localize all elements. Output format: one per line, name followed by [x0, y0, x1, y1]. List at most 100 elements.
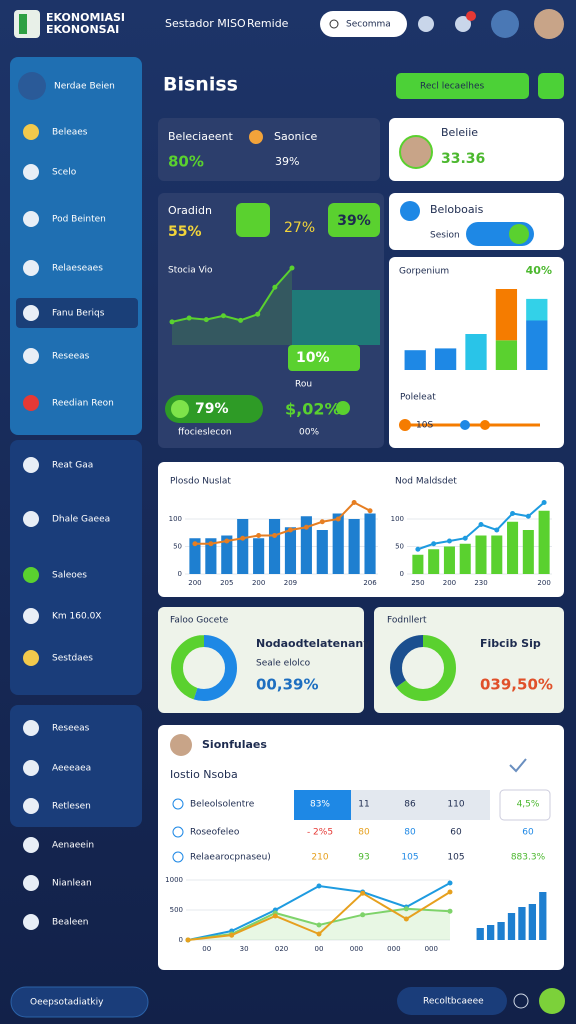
note: Rou: [295, 380, 312, 390]
sidebar-item[interactable]: Aenaeein: [52, 841, 94, 851]
nav-link[interactable]: Remide: [247, 17, 289, 30]
sidebar-item[interactable]: Scelo: [52, 168, 77, 178]
row-icon: [172, 851, 184, 863]
sidebar-item[interactable]: Km 160.0X: [52, 612, 101, 622]
bar: [495, 340, 518, 370]
row-label: Roseofeleo: [190, 828, 240, 838]
bar: [526, 298, 548, 321]
point: [447, 889, 453, 895]
footer-label: Oeepsotadiatkiy: [30, 998, 104, 1008]
action-button[interactable]: [539, 988, 565, 1014]
sidebar-item[interactable]: Beleaes: [52, 128, 88, 138]
button-label: Recl lecaelhes: [420, 82, 484, 92]
bar: [539, 892, 547, 940]
sidebar-icon: [23, 798, 39, 814]
bar: [404, 350, 426, 370]
point: [525, 513, 531, 519]
area: [188, 908, 450, 940]
x-tick-label: 000: [350, 945, 363, 953]
slider-knob[interactable]: [399, 419, 411, 431]
sidebar-profile[interactable]: Nerdae Beien: [54, 82, 115, 92]
x-tick-label: 020: [275, 945, 288, 953]
cell: 93: [358, 853, 369, 863]
footer-label: ffocieslecon: [178, 428, 232, 438]
settings-icon[interactable]: [455, 16, 471, 32]
sidebar-item[interactable]: Relaeseaes: [52, 264, 103, 274]
point: [447, 908, 453, 914]
area-block: [292, 290, 380, 345]
icon-button[interactable]: [538, 73, 564, 99]
sidebar-item[interactable]: Pod Beinten: [52, 215, 106, 225]
sidebar-item[interactable]: Aeeeaea: [52, 764, 91, 774]
sidebar-item[interactable]: Dhale Gaeea: [52, 515, 110, 525]
sidebar-active: [16, 298, 138, 328]
sidebar-item[interactable]: Fanu Beriqs: [52, 309, 105, 319]
bar: [428, 549, 440, 574]
cell: 80: [358, 828, 370, 838]
bar: [491, 535, 503, 574]
x-tick-label: 200: [188, 579, 201, 587]
sidebar-icon: [23, 305, 39, 321]
card-sub: Seale elolco: [256, 659, 311, 669]
bar: [237, 519, 249, 574]
cell: 60: [522, 828, 534, 838]
bar: [412, 554, 424, 574]
bar: [507, 521, 519, 574]
point: [208, 541, 214, 547]
card: [158, 607, 364, 713]
sidebar-item[interactable]: Sestdaes: [52, 654, 93, 664]
search-placeholder: Secomma: [346, 20, 391, 30]
sidebar-item[interactable]: Saleoes: [52, 571, 87, 581]
search-box[interactable]: [320, 11, 407, 37]
bar: [253, 538, 265, 574]
card-value: 40%: [526, 264, 552, 277]
user-icon[interactable]: [418, 16, 434, 32]
toggle-knob: [509, 224, 529, 244]
slider-dot: [480, 420, 490, 430]
total-value: $,02%: [285, 400, 341, 419]
card: [158, 118, 380, 181]
cell: 60: [450, 828, 462, 838]
footer-pill[interactable]: [10, 986, 149, 1018]
marker-label: 10%: [296, 350, 330, 366]
avatar[interactable]: [534, 9, 564, 39]
sidebar-item[interactable]: Reseeas: [52, 724, 90, 734]
y-tick-label: 0: [178, 570, 182, 578]
cell: 105: [447, 853, 464, 863]
card-title: Fibcib Sip: [480, 637, 541, 650]
donut-segment: [390, 635, 456, 701]
bar: [300, 516, 312, 574]
point: [224, 538, 230, 544]
cell: 80: [404, 828, 416, 838]
sidebar-icon: [23, 608, 39, 624]
point: [272, 284, 278, 290]
x-tick-label: 200: [252, 579, 265, 587]
point: [319, 519, 325, 525]
sidebar-item[interactable]: Retlesen: [52, 802, 91, 812]
info-icon[interactable]: [513, 993, 529, 1009]
sidebar-item[interactable]: Nianlean: [52, 879, 92, 889]
sidebar-item[interactable]: Reat Gaa: [52, 461, 93, 471]
sidebar-item[interactable]: Reseeas: [52, 352, 90, 362]
card-value: 33.36: [441, 151, 485, 167]
sidebar-item[interactable]: Bealeen: [52, 918, 89, 928]
point: [431, 541, 437, 547]
footer-search[interactable]: [397, 987, 507, 1015]
primary-button[interactable]: [396, 73, 529, 99]
nav-link[interactable]: Sestador MISO: [165, 17, 246, 30]
logo-text: EKONONSAI: [46, 23, 119, 36]
point: [351, 500, 357, 505]
avatar: [170, 734, 192, 756]
avatar[interactable]: [491, 10, 519, 38]
footer-value: 00%: [299, 428, 319, 438]
bar: [364, 513, 376, 574]
point: [289, 265, 295, 271]
point: [229, 932, 235, 938]
sidebar-item[interactable]: Reedian Reon: [52, 399, 114, 409]
sidebar-panel: [10, 440, 142, 695]
point: [367, 508, 373, 514]
bar: [522, 530, 534, 574]
logo-mark: [19, 14, 27, 34]
card-sub: Sesion: [430, 231, 460, 241]
